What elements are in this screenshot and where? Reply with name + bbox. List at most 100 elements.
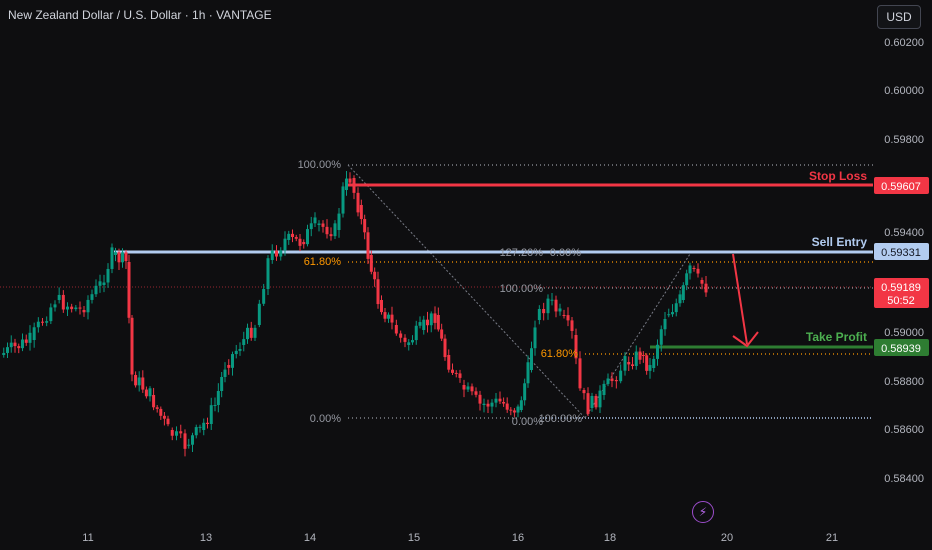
fib1-mid-label: 61.80% [304,256,342,268]
candle-body [155,407,159,409]
current-price-label: 0.59189 [881,282,921,294]
candle-body [505,403,509,410]
candle-body [663,319,667,330]
candle-body [516,406,520,413]
candle-body [526,362,530,384]
candle-body [78,307,82,309]
fib1-bottom-label: 0.00% [310,413,341,425]
candle-body [127,262,131,318]
fib2-bottom-b-label: 100.00% [539,413,583,425]
candle-body [356,192,360,213]
candle-body [533,327,537,349]
x-tick-5: 18 [604,532,616,544]
candle-body [90,294,94,300]
candle-body [117,252,121,263]
candle-body [187,444,191,446]
candle-body [498,398,502,402]
candle-body [403,337,407,342]
candle-body [422,319,426,330]
candle-body [66,306,69,310]
candle-body [134,375,138,386]
candle-body [638,351,642,360]
candle-body [387,314,390,319]
candle-body [562,315,566,316]
candle-body [482,403,486,405]
candle-body [249,327,253,338]
candle-body [429,313,433,326]
candle-body [462,385,466,390]
candle-body [550,299,554,301]
candle-body [36,321,40,328]
candle-body [554,299,558,312]
lightning-icon[interactable]: ⚡ [692,501,714,523]
candle-body [283,238,287,251]
candle-body [530,348,533,370]
candle-body [24,339,28,343]
candles-group [2,171,708,457]
candle-body [566,315,570,321]
candle-body [394,325,398,334]
candle-body [494,398,498,403]
fib2-mid-top-label: 100.00% [500,283,544,295]
candle-body [152,395,156,408]
y-axis: 0.60200 0.60000 0.59800 0.59400 0.59000 … [884,37,924,485]
candle-body [490,402,494,407]
candle-body [191,435,194,445]
candle-body [70,306,74,310]
candle-body [74,307,78,310]
stop-loss-label: Stop Loss [809,169,867,183]
x-tick-7: 21 [826,532,838,544]
y-tick-3: 0.59400 [884,227,924,239]
candle-body [220,376,224,392]
candle-body [202,422,206,430]
currency-button[interactable]: USD [877,5,921,29]
candle-body [502,402,506,404]
candle-body [257,303,261,325]
candle-body [582,390,586,394]
x-tick-2: 14 [304,532,316,544]
x-tick-0: 11 [82,532,93,544]
candle-body [306,229,309,245]
candle-body [634,351,638,366]
candle-body [183,433,187,449]
candle-body [678,294,682,304]
candle-body [49,307,53,322]
candle-body [298,238,302,246]
sell-entry-label: Sell Entry [812,235,868,249]
candle-body [246,327,249,340]
fib2-mid-label: 61.80% [541,348,579,360]
candle-body [418,322,422,326]
candle-body [352,178,356,193]
candle-body [98,281,102,286]
candle-body [590,395,594,408]
candle-body [366,232,370,259]
candle-body [641,355,645,356]
candle-body [313,217,317,224]
candle-body [411,340,414,343]
candle-body [688,265,692,274]
candle-body [266,258,270,290]
candle-body [262,289,266,304]
candle-body [451,369,454,373]
candle-body [114,252,117,255]
candle-body [325,226,329,235]
candle-body [426,319,429,326]
candle-body [478,394,482,404]
candle-body [594,395,598,408]
candle-body [309,223,313,230]
tp-price-box [874,339,929,356]
x-axis: 11 13 14 15 16 18 20 21 [82,532,838,544]
candle-body [159,408,163,416]
y-tick-6: 0.58600 [884,424,924,436]
candle-body [466,386,470,390]
candle-body [279,250,283,257]
candle-body [6,347,9,353]
candle-body [454,372,458,374]
chart-title: New Zealand Dollar / U.S. Dollar · 1h · … [8,8,272,22]
candle-body [2,352,6,355]
fib1-trend-line [347,164,586,419]
candle-body [692,268,696,269]
candle-body [558,308,562,312]
candle-body [32,327,36,340]
